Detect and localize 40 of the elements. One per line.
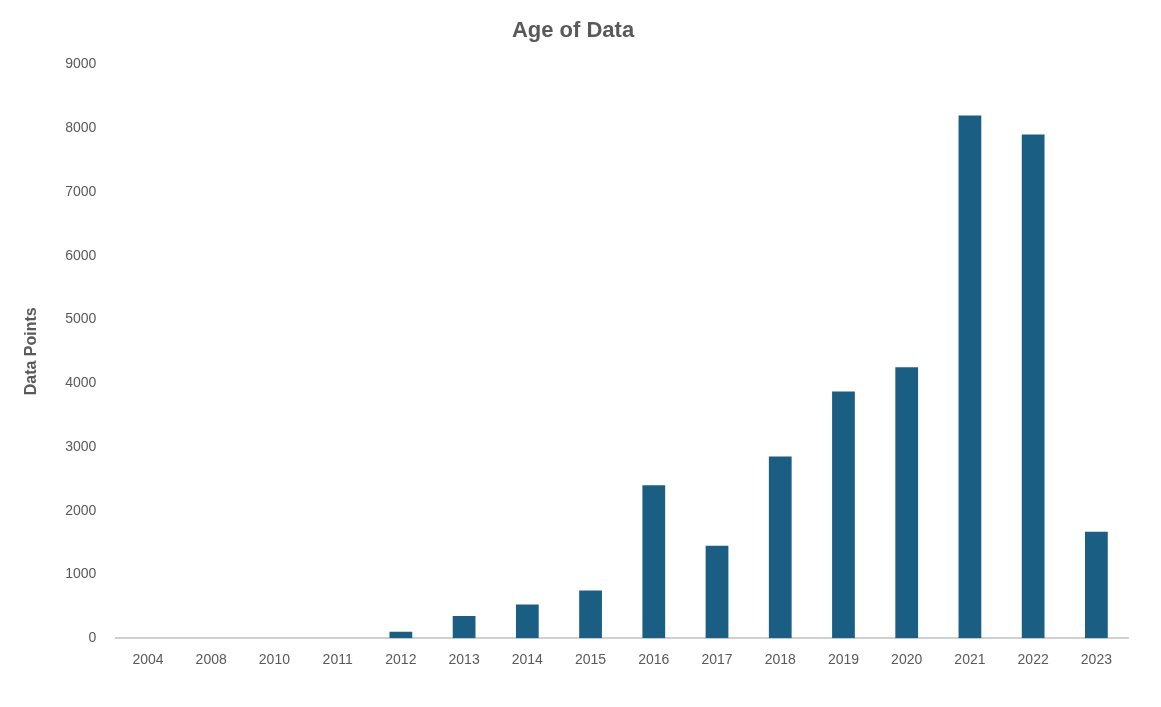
y-tick-label: 8000 xyxy=(65,119,97,136)
bar xyxy=(642,485,666,639)
bar xyxy=(515,604,539,639)
y-tick-label: 3000 xyxy=(65,437,97,454)
x-tick-label: 2020 xyxy=(891,651,923,668)
x-tick-label: 2019 xyxy=(827,651,860,668)
y-tick-label: 9000 xyxy=(65,55,97,72)
bar xyxy=(895,367,919,639)
y-tick-label: 7000 xyxy=(65,182,97,199)
x-tick-label: 2004 xyxy=(132,651,164,668)
y-tick-label: 4000 xyxy=(65,374,97,391)
x-tick-label: 2014 xyxy=(511,651,544,668)
bar xyxy=(579,590,602,639)
x-tick-label: 2022 xyxy=(1017,651,1049,668)
x-tick-label: 2017 xyxy=(701,651,733,668)
y-tick-label: 2000 xyxy=(65,501,97,518)
x-tick-label: 2016 xyxy=(638,651,670,668)
bar xyxy=(832,391,855,639)
chart-title: Age of Data xyxy=(511,17,635,43)
y-tick-label: 0 xyxy=(88,629,97,646)
x-tick-label: 2013 xyxy=(448,651,480,668)
bar xyxy=(389,631,413,639)
bar xyxy=(1021,134,1045,639)
x-tick-label: 2008 xyxy=(195,651,227,668)
bar xyxy=(958,115,982,639)
bar xyxy=(452,615,476,639)
x-tick-label: 2018 xyxy=(764,651,797,668)
bar xyxy=(705,545,729,639)
x-tick-label: 2021 xyxy=(954,651,986,668)
x-tick-label: 2011 xyxy=(322,651,353,668)
y-axis-title: Data Points xyxy=(22,307,40,396)
x-tick-label: 2015 xyxy=(574,651,607,668)
x-tick-label: 2010 xyxy=(258,651,291,668)
y-tick-label: 5000 xyxy=(65,310,97,327)
x-tick-label: 2012 xyxy=(385,651,417,668)
bar xyxy=(1085,531,1108,639)
x-tick-label: 2023 xyxy=(1080,651,1113,668)
y-tick-label: 1000 xyxy=(65,565,97,582)
bar xyxy=(768,456,792,639)
y-tick-label: 6000 xyxy=(65,246,97,263)
